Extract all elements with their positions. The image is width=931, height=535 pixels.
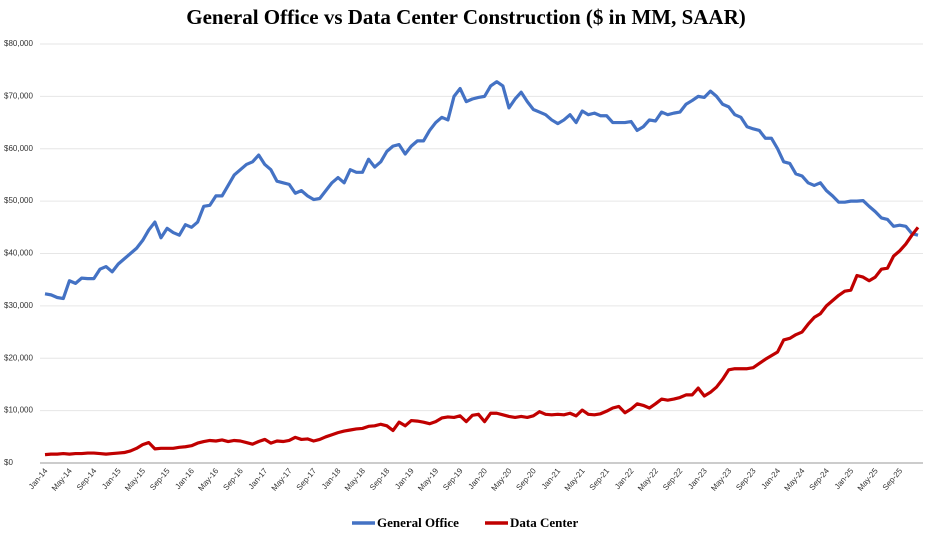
x-tick-label: May-15 bbox=[123, 466, 147, 493]
x-tick-label: Sep-20 bbox=[514, 466, 538, 492]
x-tick-label: May-21 bbox=[563, 466, 587, 493]
x-tick-label: May-14 bbox=[50, 466, 74, 493]
y-tick-label: $50,000 bbox=[4, 196, 33, 205]
x-tick-label: Jan-22 bbox=[613, 466, 636, 491]
x-tick-label: May-19 bbox=[416, 466, 440, 493]
x-tick-label: May-23 bbox=[709, 466, 733, 493]
x-tick-label: May-18 bbox=[343, 466, 367, 493]
x-tick-label: May-24 bbox=[782, 466, 806, 493]
series-line bbox=[44, 80, 919, 301]
x-tick-label: Sep-22 bbox=[661, 466, 685, 492]
x-tick-label: Sep-18 bbox=[368, 466, 392, 492]
y-tick-label: $20,000 bbox=[4, 353, 33, 362]
y-tick-label: $10,000 bbox=[4, 406, 33, 415]
x-tick-label: May-16 bbox=[196, 466, 220, 493]
y-tick-label: $80,000 bbox=[4, 39, 33, 48]
x-tick-label: Sep-14 bbox=[75, 466, 99, 492]
x-tick-label: Sep-25 bbox=[881, 466, 905, 492]
x-tick-label: Jan-20 bbox=[466, 466, 489, 491]
x-tick-label: Jan-18 bbox=[320, 466, 343, 491]
x-tick-label: Jan-16 bbox=[173, 466, 196, 491]
x-tick-label: May-17 bbox=[270, 466, 294, 493]
x-tick-label: Sep-17 bbox=[295, 466, 319, 492]
x-tick-label: Sep-16 bbox=[221, 466, 245, 492]
chart-title: General Office vs Data Center Constructi… bbox=[186, 5, 746, 29]
x-tick-label: Sep-24 bbox=[807, 466, 831, 492]
x-tick-label: Jan-14 bbox=[27, 466, 50, 491]
y-tick-label: $60,000 bbox=[4, 144, 33, 153]
y-tick-label: $30,000 bbox=[4, 301, 33, 310]
x-tick-label: Jan-19 bbox=[393, 466, 416, 491]
x-tick-label: Jan-25 bbox=[833, 466, 856, 491]
x-tick-label: Jan-24 bbox=[759, 466, 782, 491]
x-tick-label: May-25 bbox=[856, 466, 880, 493]
y-tick-label: $40,000 bbox=[4, 249, 33, 258]
x-tick-label: May-22 bbox=[636, 466, 660, 493]
x-tick-label: Sep-19 bbox=[441, 466, 465, 492]
y-tick-label: $70,000 bbox=[4, 91, 33, 100]
series-line bbox=[44, 226, 920, 457]
x-tick-label: Sep-15 bbox=[148, 466, 172, 492]
x-tick-label: Jan-15 bbox=[100, 466, 123, 491]
legend-label: Data Center bbox=[510, 515, 578, 530]
x-tick-label: Sep-21 bbox=[588, 466, 612, 492]
x-tick-label: Jan-21 bbox=[540, 466, 563, 491]
x-tick-label: May-20 bbox=[489, 466, 513, 493]
legend-label: General Office bbox=[377, 515, 459, 530]
x-tick-label: Jan-17 bbox=[247, 466, 270, 491]
x-tick-label: Jan-23 bbox=[686, 466, 709, 491]
y-tick-label: $0 bbox=[4, 458, 13, 467]
x-tick-label: Sep-23 bbox=[734, 466, 758, 492]
